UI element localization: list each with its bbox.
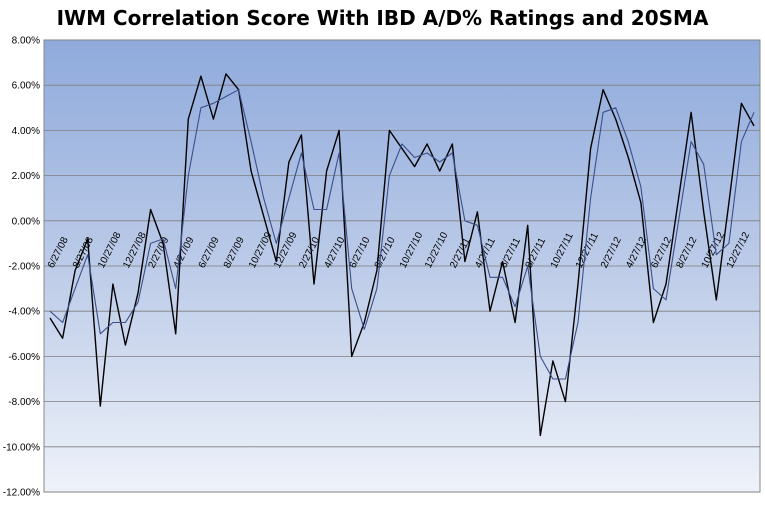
y-tick-label: -10.00% <box>3 442 40 453</box>
y-tick-label: 8.00% <box>12 36 40 47</box>
y-tick-label: 2.00% <box>12 171 40 182</box>
y-tick-label: -6.00% <box>8 352 40 363</box>
gridlines <box>44 39 760 493</box>
series-line-sma20 <box>49 89 755 380</box>
y-axis-ticks: 8.00% 6.00% 4.00% 2.00% 0.00% -2.00% -4.00% -6.… <box>3 36 40 499</box>
y-tick-label: -4.00% <box>8 307 40 318</box>
series-lines <box>49 73 755 437</box>
chart-title: IWM Correlation Score With IBD A/D% Rati… <box>56 6 709 30</box>
y-tick-label: 0.00% <box>12 216 40 227</box>
y-tick-label: 4.00% <box>12 126 40 137</box>
y-tick-label: -2.00% <box>8 262 40 273</box>
series-line-score <box>49 73 755 437</box>
y-tick-label: -12.00% <box>3 488 40 499</box>
y-tick-label: 6.00% <box>12 81 40 92</box>
y-tick-label: -8.00% <box>8 397 40 408</box>
